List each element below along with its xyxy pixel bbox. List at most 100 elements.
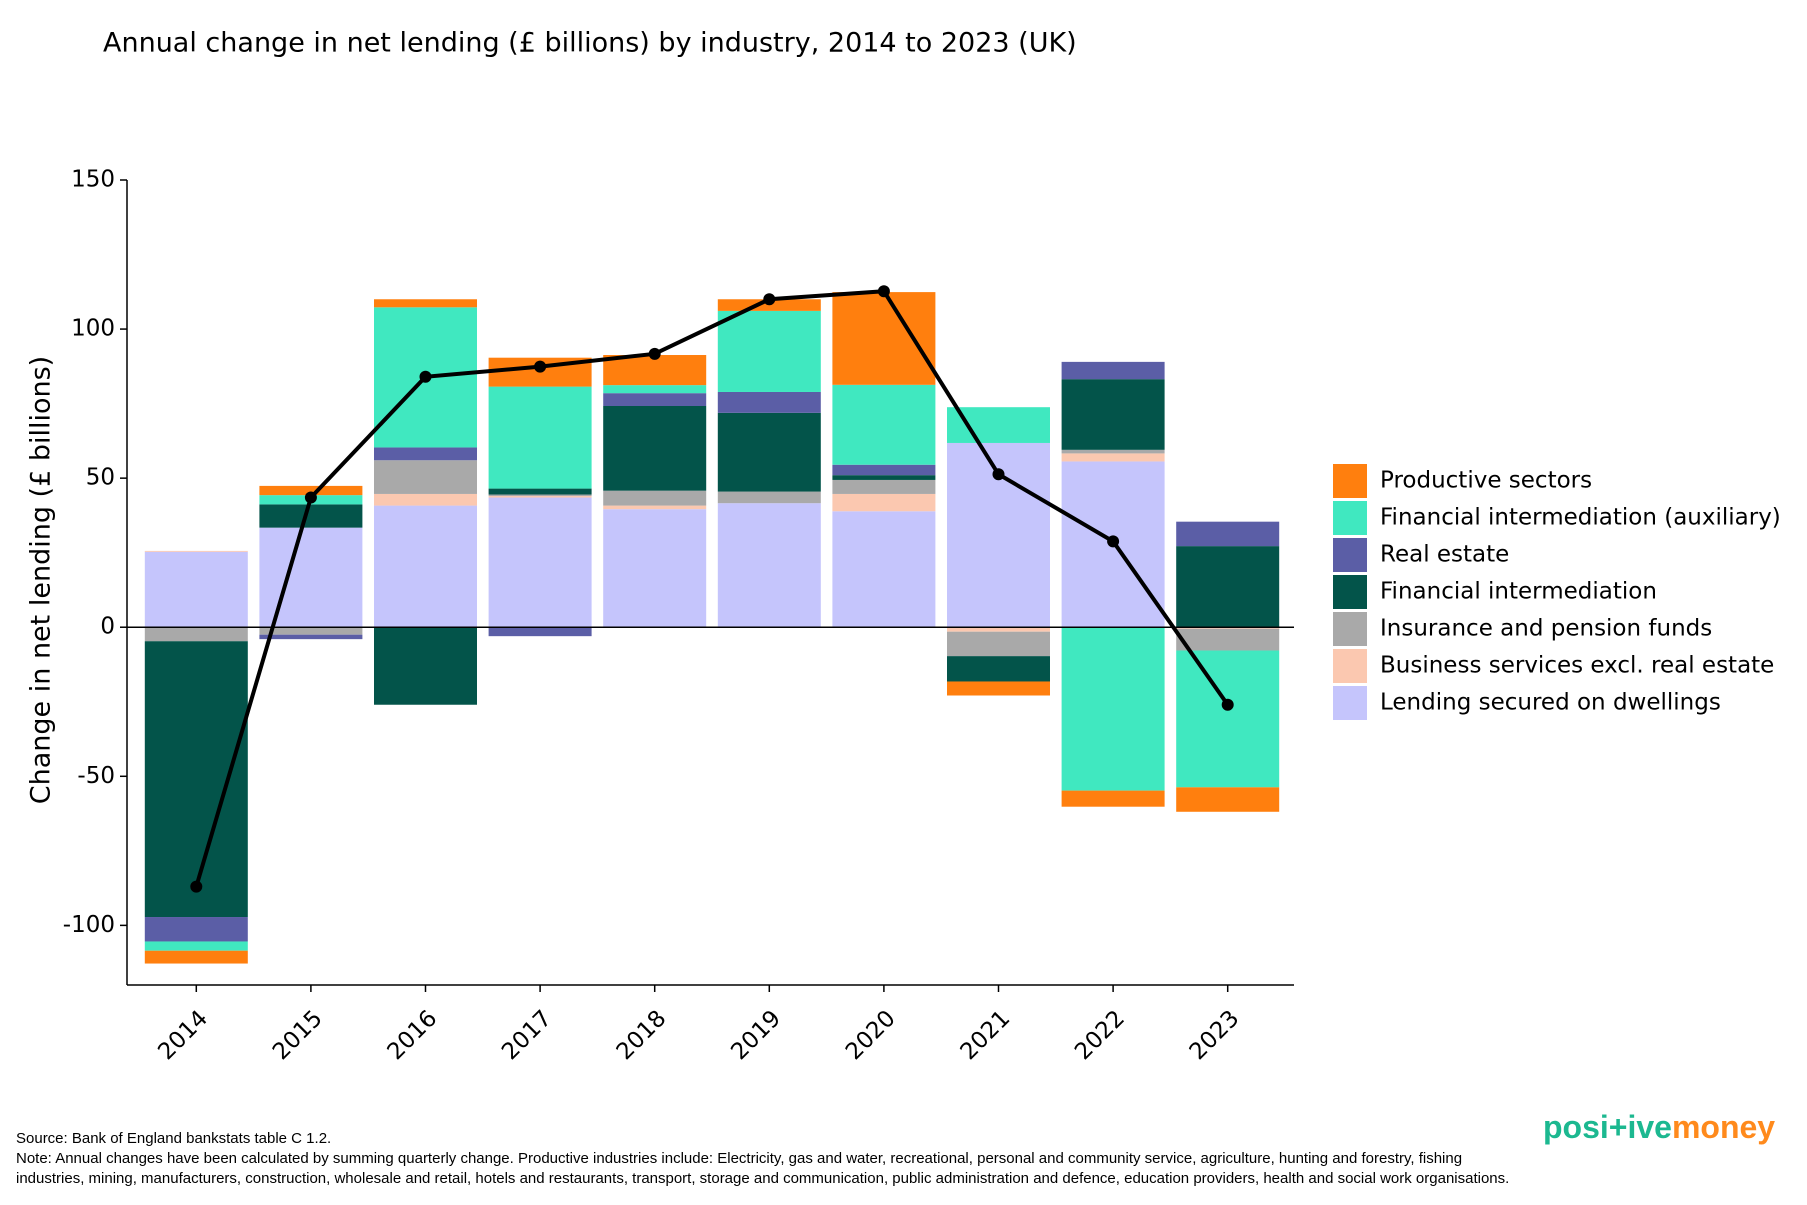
- bar-segment: [374, 505, 477, 628]
- bar-segment: [717, 503, 821, 628]
- bar-segment: [717, 391, 821, 413]
- x-tick-label: 2018: [612, 1005, 672, 1065]
- bar-segment: [947, 407, 1050, 443]
- bar-segment: [144, 641, 248, 918]
- bar-segment: [717, 310, 821, 392]
- x-tick-label: 2016: [383, 1005, 443, 1065]
- total-point: [877, 285, 890, 298]
- total-point: [534, 360, 547, 373]
- bar-segment: [717, 412, 821, 492]
- bar-segment: [1061, 790, 1165, 807]
- total-line: [194, 289, 1230, 888]
- bar-segment: [144, 627, 248, 642]
- total-point: [1107, 535, 1120, 548]
- bar-segment: [259, 485, 363, 496]
- legend-swatch: [1333, 464, 1367, 498]
- bar-segment: [603, 405, 707, 491]
- note: industries, mining, manufacturers, const…: [16, 1170, 1509, 1187]
- note: Note: Annual changes have been calculate…: [16, 1150, 1462, 1167]
- bar-segment: [832, 511, 936, 628]
- bar-segment: [832, 493, 936, 512]
- legend-label: Financial intermediation (auxiliary): [1380, 505, 1781, 531]
- bar-segment: [144, 550, 248, 552]
- x-tick-label: 2019: [726, 1005, 786, 1065]
- bar-segment: [374, 627, 477, 705]
- bar-segment: [947, 631, 1050, 657]
- x-tick-label: 2022: [1070, 1005, 1130, 1065]
- x-tick-label: 2021: [956, 1005, 1016, 1065]
- bar-segment: [603, 505, 707, 510]
- total-point: [992, 468, 1005, 481]
- bar-segment: [947, 656, 1050, 682]
- total-point: [419, 370, 432, 383]
- bar-segment: [832, 292, 936, 385]
- legend-swatch: [1333, 649, 1367, 683]
- legend-label: Real estate: [1380, 542, 1509, 568]
- x-tick-label: 2020: [841, 1005, 901, 1065]
- bar-segment: [488, 496, 592, 498]
- y-tick-label: 50: [86, 465, 115, 491]
- legend-swatch: [1333, 501, 1367, 535]
- legend-label: Lending secured on dwellings: [1380, 690, 1721, 716]
- bar-segment: [717, 491, 821, 504]
- total-point: [304, 491, 317, 504]
- y-tick-label: 150: [71, 167, 115, 193]
- bar-segment: [832, 479, 936, 494]
- bar-segment: [144, 941, 248, 951]
- x-tick-label: 2023: [1185, 1005, 1245, 1065]
- bar-segment: [259, 504, 363, 528]
- bar-segment: [947, 681, 1050, 696]
- source: Source: Bank of England bankstats table …: [16, 1130, 331, 1147]
- y-tick-label: 100: [71, 316, 115, 342]
- total-point: [763, 293, 776, 306]
- bar-segment: [374, 447, 477, 461]
- bar-segment: [374, 460, 477, 494]
- legend-label: Productive sectors: [1380, 468, 1592, 494]
- bar-segment: [144, 917, 248, 942]
- bar-segment: [144, 551, 248, 628]
- legend-swatch: [1333, 686, 1367, 720]
- y-tick-label: -50: [77, 763, 115, 789]
- bar-segment: [1061, 627, 1165, 791]
- legend-swatch: [1333, 538, 1367, 572]
- bar-segment: [603, 509, 707, 628]
- bar-segment: [488, 386, 592, 489]
- bar-segment: [603, 355, 707, 386]
- bar-segment: [603, 393, 707, 406]
- total-point: [648, 347, 661, 360]
- x-tick-label: 2017: [497, 1005, 557, 1065]
- y-tick-label: -100: [63, 912, 115, 938]
- bar-segment: [374, 299, 477, 308]
- total-point: [1221, 698, 1234, 711]
- bar-segment: [1176, 650, 1280, 788]
- bar-segment: [488, 494, 592, 497]
- bar-segment: [488, 627, 592, 637]
- bar-segment: [832, 464, 936, 476]
- bar-segment: [603, 490, 707, 506]
- legend-swatch: [1333, 612, 1367, 646]
- legend-swatch: [1333, 575, 1367, 609]
- bar-segment: [259, 527, 363, 628]
- bar-segment: [603, 385, 707, 394]
- bar-segment: [488, 488, 592, 495]
- bar-segment: [488, 497, 592, 628]
- legend-label: Financial intermediation: [1380, 579, 1657, 605]
- bar-segment: [1176, 546, 1280, 628]
- bar-segment: [259, 634, 363, 640]
- bar-segment: [1176, 521, 1280, 547]
- x-tick-label: 2014: [153, 1005, 213, 1065]
- bar-segment: [1061, 453, 1165, 462]
- bar-segment: [832, 384, 936, 465]
- logo: posi+ivemoney: [1543, 1109, 1775, 1145]
- bar-segment: [144, 950, 248, 964]
- bar-segment: [374, 493, 477, 506]
- bar-segment: [1061, 449, 1165, 454]
- bar-segment: [947, 627, 1050, 632]
- bar-segment: [259, 627, 363, 635]
- bar-segment: [1176, 628, 1280, 651]
- bar-segment: [1176, 787, 1280, 812]
- legend-label: Business services excl. real estate: [1380, 653, 1774, 679]
- total-point: [190, 880, 203, 893]
- y-axis-label: Change in net lending (£ billions): [26, 356, 57, 804]
